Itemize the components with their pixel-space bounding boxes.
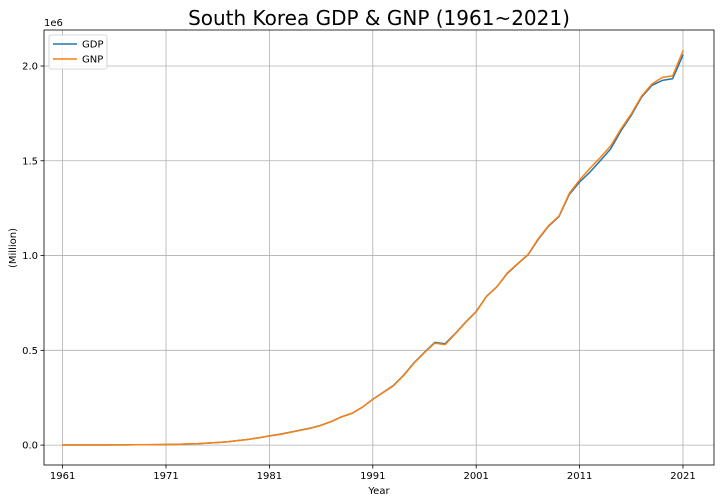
y-axis-label: (Million) [8,228,19,268]
legend: GDP GNP [48,34,108,70]
x-tick-label: 1981 [257,471,282,482]
legend-label-gdp: GDP [82,40,103,51]
y-offset-label: 1e6 [44,18,63,29]
x-tick-label: 2001 [463,471,488,482]
y-tick-label: 1.5 [22,156,38,167]
x-tick-label: 1991 [360,471,385,482]
x-tick-label: 1961 [50,471,75,482]
x-tick-label: 2021 [670,471,695,482]
series-lines [61,50,684,446]
x-tick-label: 1971 [153,471,178,482]
plot-frame [43,29,715,466]
series-line-gnp [61,50,684,446]
chart-title: South Korea GDP & GNP (1961~2021) [188,6,570,30]
x-axis: 1961 1971 1981 1991 2001 2011 2021 [50,465,696,482]
y-axis: 0.0 0.5 1.0 1.5 2.0 [22,62,44,452]
y-tick-label: 0.5 [22,346,38,357]
legend-label-gnp: GNP [82,55,103,66]
y-tick-label: 0.0 [22,441,38,452]
y-tick-label: 2.0 [22,62,38,73]
grid [44,30,714,465]
y-tick-label: 1.0 [22,251,38,262]
x-axis-label: Year [367,486,390,497]
x-tick-label: 2011 [567,471,592,482]
